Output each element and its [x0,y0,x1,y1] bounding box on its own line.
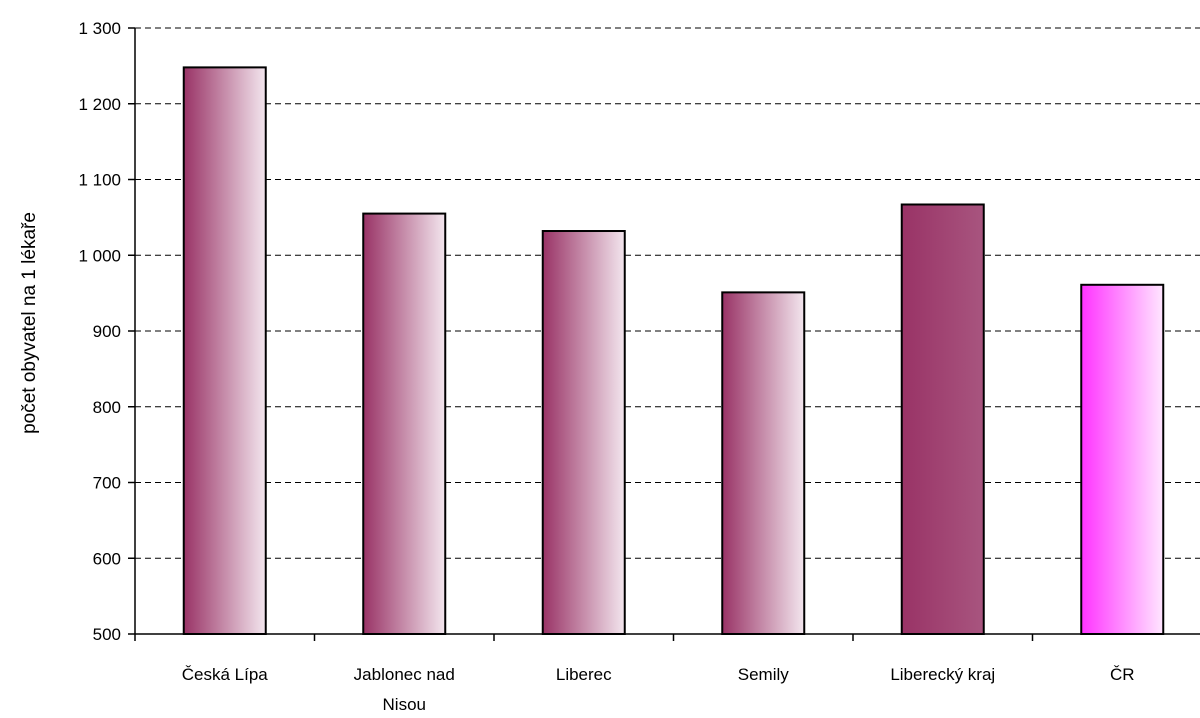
bar [900,203,985,635]
y-tick-label: 1 100 [78,171,121,190]
x-category-label: Liberec [556,665,612,684]
x-category-label: Česká Lípa [182,665,269,684]
x-category-label: ČR [1110,665,1135,684]
x-category-label: Liberecký kraj [890,665,995,684]
y-axis-title: počet obyvatel na 1 lékaře [19,212,40,434]
bar [721,291,806,635]
y-tick-label: 700 [93,474,121,493]
y-tick-label: 600 [93,549,121,568]
y-tick-label: 1 200 [78,95,121,114]
y-tick-label: 800 [93,398,121,417]
y-tick-label: 1 300 [78,19,121,38]
y-tick-labels: 500 600 700 800 900 1 000 1 100 1 200 1 300 [78,19,121,644]
y-tick-label: 500 [93,625,121,644]
bar [362,212,447,635]
x-category-label: Jablonec nad Nisou [354,665,455,714]
axes [128,27,1200,641]
bar [541,230,626,635]
bar [1080,283,1165,635]
bars [182,66,1165,635]
gridlines [135,27,1200,559]
y-tick-label: 900 [93,322,121,341]
bar [182,66,267,635]
x-category-labels: Česká Lípa Jablonec nad Nisou Liberec Semily… [182,665,1135,714]
y-tick-label: 1 000 [78,246,121,265]
x-category-label: Semily [738,665,790,684]
